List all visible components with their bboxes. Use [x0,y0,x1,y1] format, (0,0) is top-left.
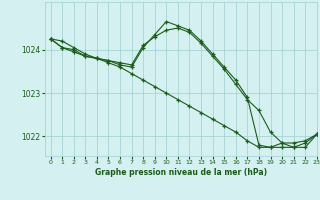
X-axis label: Graphe pression niveau de la mer (hPa): Graphe pression niveau de la mer (hPa) [95,168,267,177]
